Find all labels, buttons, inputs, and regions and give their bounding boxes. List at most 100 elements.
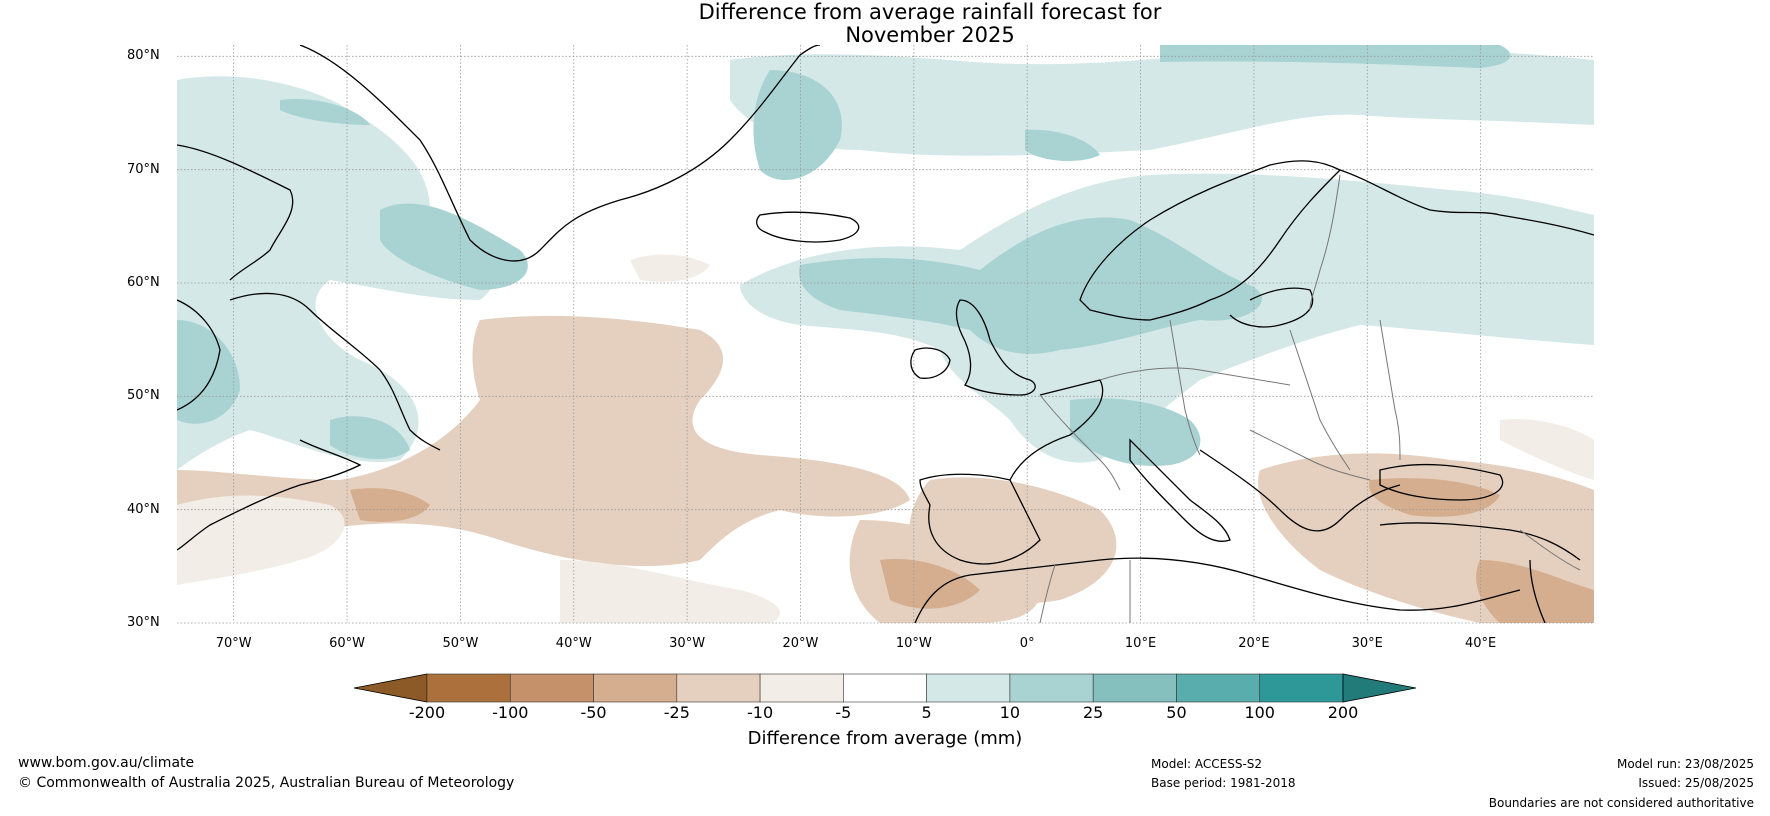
title-line-2: November 2025 [845,23,1015,47]
wet-region-newfoundland [330,416,410,460]
coast-north-africa [914,557,1521,623]
coast-balkans [1199,449,1401,532]
border-russia-finland [1309,174,1341,311]
colorbar-tick: -200 [408,703,446,722]
coast-levant [1529,559,1546,623]
footer-model: Model: ACCESS-S2 [1151,757,1263,771]
longitude-label: 0° [1019,636,1035,651]
wet-region-baffin [280,99,370,125]
wet-region-greenland-sea [730,48,1594,156]
wet-region-labrador-core [177,320,240,424]
coast-baltic [1229,287,1314,328]
graticule [177,45,1594,624]
footer-base-period: Base period: 1981-2018 [1151,776,1296,790]
dry-region-levant-core [1476,560,1594,623]
colorbar-tick: 10 [999,703,1021,722]
footer-model-run: Model run: 23/08/2025 [1616,757,1754,771]
border-balkan [1249,429,1371,481]
latitude-label: 70°N [127,161,160,177]
colorbar-extend-high [1342,673,1417,703]
dry-region-atlantic-light [177,495,345,585]
coast-nova-scotia [177,439,362,551]
coast-kola-russia [1339,169,1594,236]
longitude-label: 10°E [1124,636,1157,651]
longitude-label: 30°W [669,636,706,651]
coast-iceland [756,211,860,243]
wet-region-svalbard-core [753,70,842,180]
coast-turkey [1379,522,1581,561]
longitude-label: 40°E [1464,636,1497,651]
colorbar-tick: 200 [1327,703,1359,722]
longitude-label: 60°W [329,636,365,651]
longitude-label: 30°E [1351,636,1383,651]
colorbar-tick: 100 [1244,703,1275,722]
dry-region-caspian-outer [1500,419,1594,480]
coast-black-sea [1379,463,1504,501]
dry-region-turkey-core [1369,478,1500,517]
footer-disclaimer: Boundaries are not considered authoritat… [1488,796,1754,810]
longitude-label: 50°W [442,636,479,651]
colorbar [353,673,1417,703]
border-central-europe-2 [1169,319,1201,456]
colorbar-tick: -10 [747,703,774,722]
colorbar-tick: 5 [921,703,932,722]
colorbar-tick: -25 [663,703,690,722]
latitude-label: 40°N [127,501,160,517]
dry-region-mid-atlantic-outer [630,254,710,282]
wet-region-norwegian-sea [1025,129,1100,162]
colorbar-tick: -100 [492,703,529,722]
colorbar-segment [426,673,511,703]
longitude-label: 70°W [215,636,252,651]
border-eastern-europe [1289,329,1351,471]
border-north-africa [1039,564,1056,623]
colorbar-segment [1092,673,1177,703]
dry-region-subtropical [560,560,780,623]
rainfall-anomaly-field [177,45,1594,623]
coast-labrador [229,292,441,451]
colorbar-segment [1259,673,1344,703]
coast-italy [1129,438,1231,542]
footer-issued: Issued: 25/08/2025 [1638,776,1754,790]
colorbar-segment [843,673,927,703]
longitude-label: 20°E [1238,636,1270,651]
colorbar-segment [593,673,678,703]
wet-region-alps-core [1070,398,1201,466]
coast-baffin [177,144,294,281]
latitude-label: 30°N [127,615,160,630]
latitude-label: 60°N [127,275,160,290]
latitude-label: 80°N [127,48,160,64]
colorbar-segment [676,673,761,703]
colorbar-tick: -50 [580,703,607,722]
coast-hudson [177,299,221,411]
coastlines [177,45,1594,623]
colorbar-segment [759,673,844,703]
title-line-1: Difference from average rainfall forecas… [698,0,1162,24]
coast-greenland [299,45,821,262]
longitude-label: 20°W [782,636,819,651]
wet-region-barents-core [1160,45,1511,68]
border-middle-east [1519,529,1581,571]
coast-iberia [919,473,1041,565]
colorbar-segment [1009,673,1094,703]
latitude-label: 50°N [127,388,160,404]
wet-region-greenland-west [380,203,528,290]
longitude-label: 10°W [895,636,932,651]
colorbar-tick: 25 [1082,703,1104,722]
border-central-europe-1 [1099,367,1291,386]
border-eastern-europe-2 [1379,319,1401,461]
coast-scandinavia [1079,160,1342,321]
colorbar-segment [1176,673,1261,703]
coast-great-britain [955,299,1036,396]
dry-region-atlantic-core [350,488,430,522]
colorbar-extend-low [353,673,428,703]
colorbar-tick: -5 [835,703,852,722]
coast-western-europe [1009,379,1104,481]
country-borders [1039,174,1581,623]
longitude-label: 40°W [555,636,592,651]
colorbar-segment [509,673,594,703]
colorbar-label: Difference from average (mm) [747,728,1023,749]
footer-url[interactable]: www.bom.gov.au/climate [18,755,195,771]
dry-region-north-africa-core [880,559,980,609]
footer-copyright: © Commonwealth of Australia 2025, Austra… [18,775,515,791]
